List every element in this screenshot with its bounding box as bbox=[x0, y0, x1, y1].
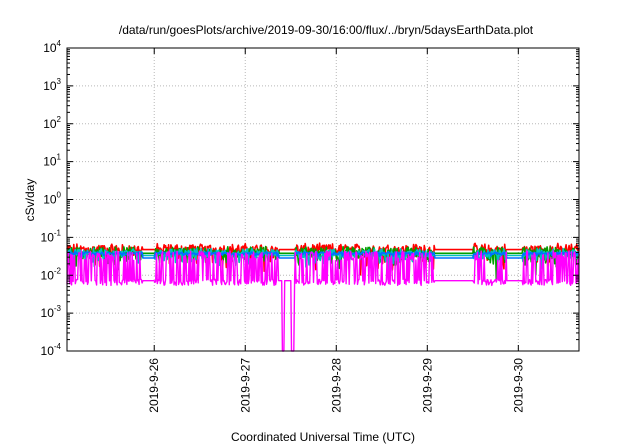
y-tick-label: 10-3 bbox=[41, 304, 62, 320]
x-tick-label: 2019-9-26 bbox=[147, 358, 161, 413]
y-tick-label: 10-2 bbox=[41, 266, 62, 282]
series-line bbox=[66, 250, 580, 352]
y-tick-label: 102 bbox=[43, 115, 61, 131]
y-tick-label: 101 bbox=[43, 153, 61, 169]
grid-lines bbox=[67, 48, 579, 351]
y-tick-label: 100 bbox=[43, 191, 61, 207]
y-axis-label: cSv/day bbox=[23, 179, 37, 222]
x-tick-label: 2019-9-27 bbox=[238, 358, 252, 413]
x-tick-label: 2019-9-28 bbox=[329, 358, 343, 413]
y-tick-label: 10-4 bbox=[41, 342, 62, 358]
x-tick-label: 2019-9-30 bbox=[511, 358, 525, 413]
y-tick-label: 103 bbox=[43, 77, 61, 93]
x-axis-label: Coordinated Universal Time (UTC) bbox=[231, 430, 415, 444]
y-tick-label: 104 bbox=[43, 39, 61, 55]
chart-title: /data/run/goesPlots/archive/2019-09-30/1… bbox=[119, 23, 534, 37]
series-group bbox=[66, 242, 580, 352]
x-axis-ticks: 2019-9-26 2019-9-27 2019-9-28 2019-9-29 2019… bbox=[147, 48, 525, 413]
y-axis-ticks: 10-4 10-3 10-2 10-1 100 101 102 103 104 bbox=[41, 39, 579, 358]
y-tick-label: 10-1 bbox=[41, 228, 62, 244]
series-line bbox=[66, 250, 580, 259]
x-tick-label: 2019-9-29 bbox=[420, 358, 434, 413]
